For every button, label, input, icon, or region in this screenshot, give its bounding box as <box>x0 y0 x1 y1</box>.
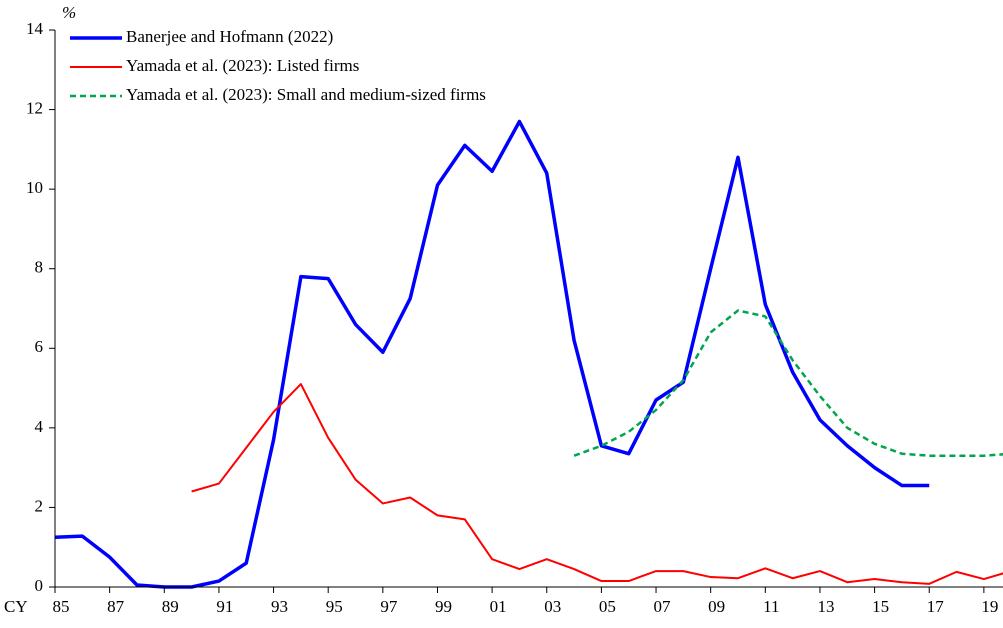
x-tick-label: 93 <box>271 597 288 616</box>
series-line <box>55 119 930 589</box>
x-tick-label: 91 <box>216 597 233 616</box>
x-tick-label: 15 <box>872 597 889 616</box>
x-tick-label: 85 <box>53 597 70 616</box>
y-tick-label: 2 <box>35 496 44 515</box>
y-tick-label: 6 <box>35 337 44 356</box>
legend-label: Yamada et al. (2023): Small and medium-s… <box>126 85 486 104</box>
x-tick-label: 87 <box>107 597 125 616</box>
x-prefix: CY <box>4 597 28 616</box>
x-tick-label: 99 <box>435 597 452 616</box>
x-tick-label: 03 <box>544 597 561 616</box>
y-tick-label: 4 <box>35 417 44 436</box>
x-tick-label: 07 <box>654 597 672 616</box>
y-tick-label: 12 <box>26 98 43 117</box>
x-tick-label: 97 <box>380 597 398 616</box>
y-unit: % <box>62 3 76 22</box>
x-tick-label: 09 <box>708 597 725 616</box>
series-line <box>191 383 1003 585</box>
x-tick-label: 01 <box>490 597 507 616</box>
x-tick-label: 11 <box>763 597 779 616</box>
x-tick-label: 13 <box>817 597 834 616</box>
x-tick-label: 17 <box>927 597 945 616</box>
legend-label: Yamada et al. (2023): Listed firms <box>126 56 359 75</box>
legend-label: Banerjee and Hofmann (2022) <box>126 27 333 46</box>
plot-area <box>55 119 1003 589</box>
x-tick-label: 89 <box>162 597 179 616</box>
y-tick-label: 0 <box>35 576 44 595</box>
y-tick-label: 8 <box>35 258 44 277</box>
y-tick-label: 10 <box>26 178 43 197</box>
series-line <box>573 309 1003 457</box>
x-tick-label: 95 <box>326 597 343 616</box>
x-tick-label: 19 <box>981 597 998 616</box>
y-tick-label: 14 <box>26 19 44 38</box>
x-tick-label: 05 <box>599 597 616 616</box>
